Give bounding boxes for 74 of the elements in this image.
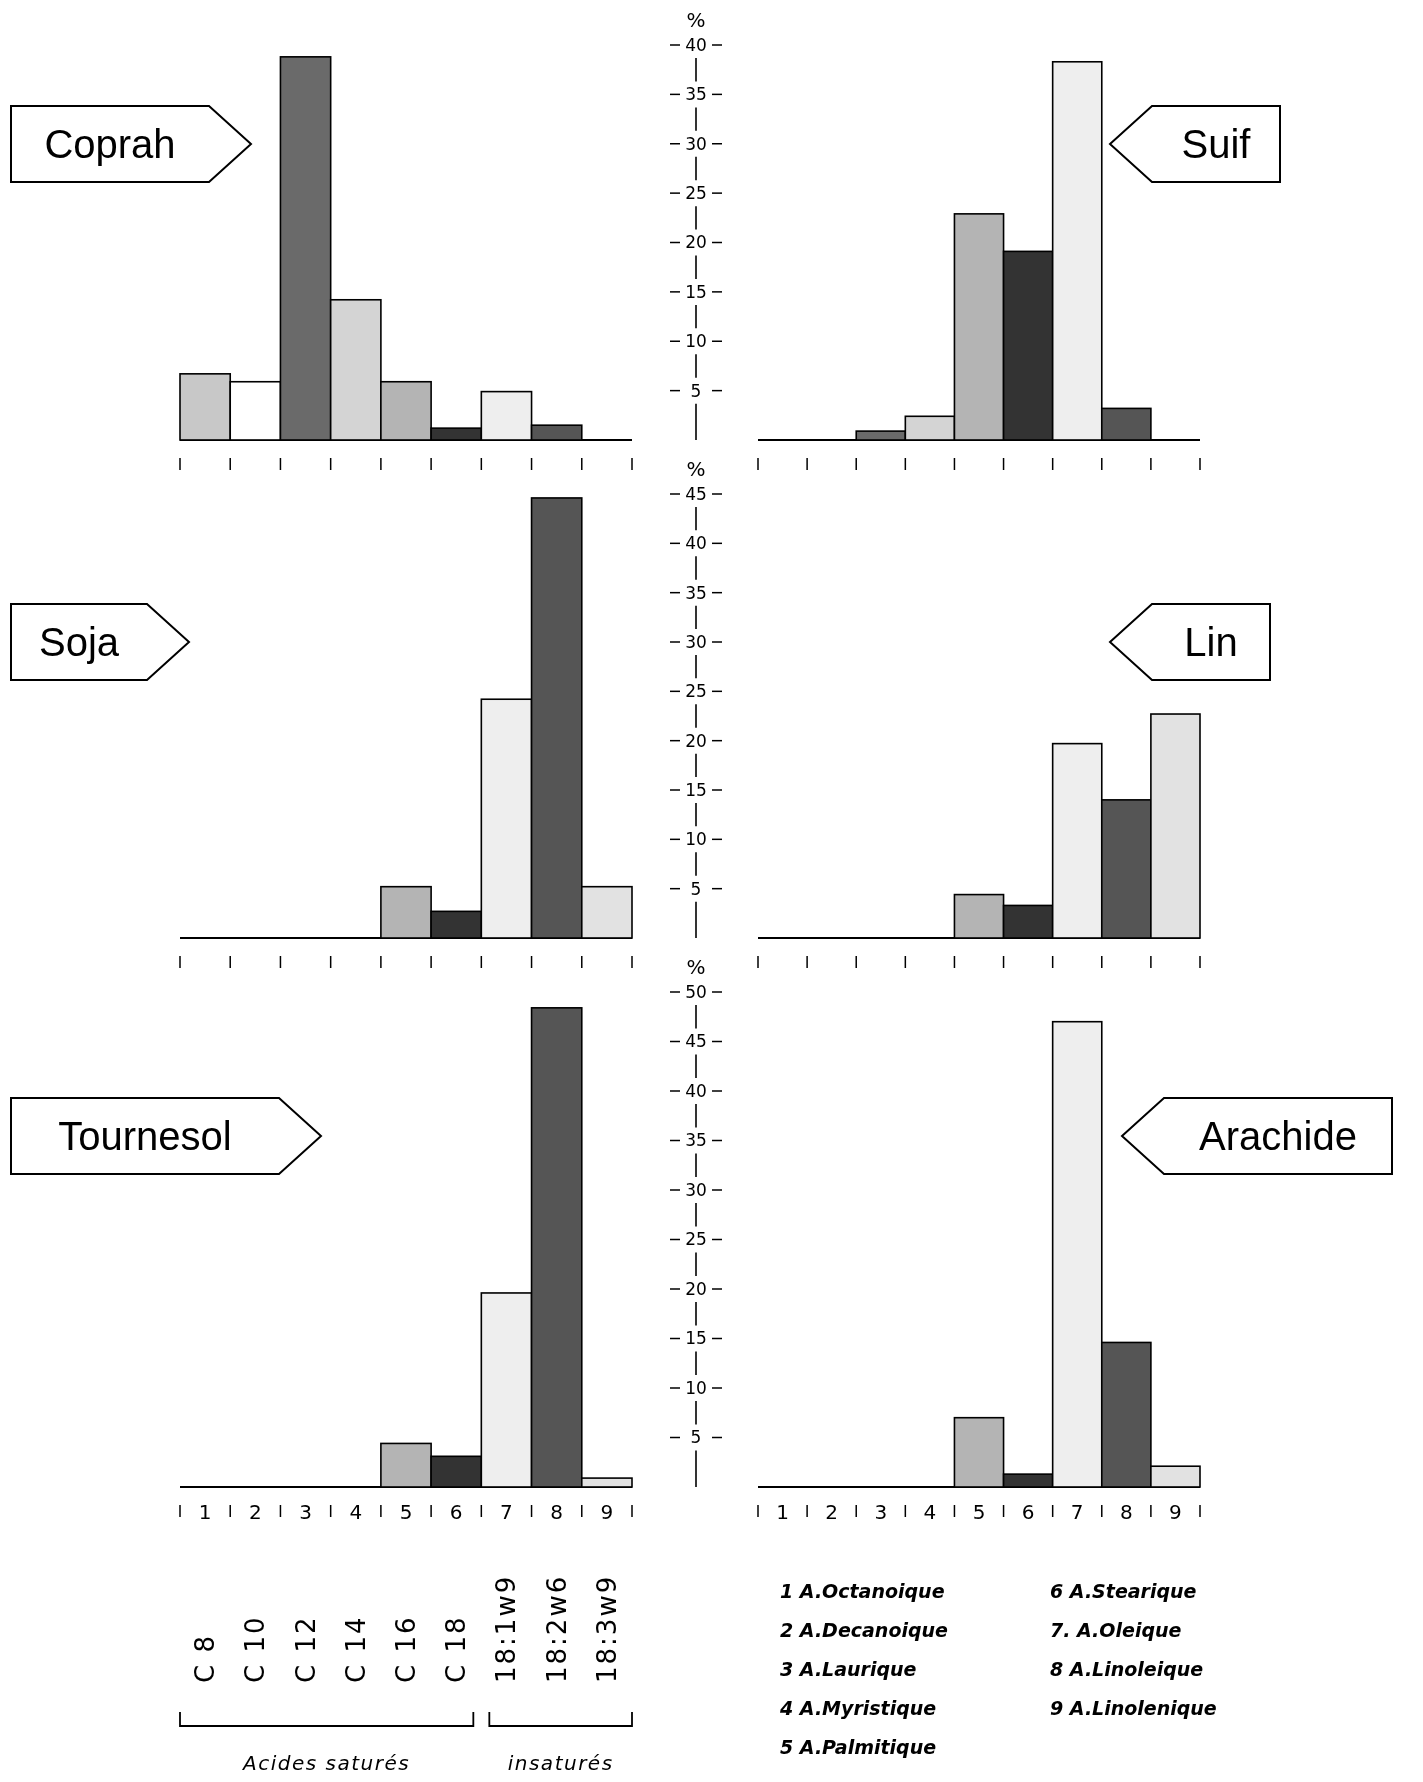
x-tick-label: 8 [550, 1500, 564, 1524]
x-tick-label: 1 [198, 1500, 212, 1524]
y-tick-label: 45 [685, 1031, 707, 1052]
text: C 8 [190, 1634, 221, 1683]
x-tick-label: 7 [500, 1500, 513, 1524]
x-tick-label: 6 [449, 1500, 463, 1524]
y-tick-label: 15 [685, 1328, 707, 1349]
x-tick-label: 8 [1119, 1500, 1133, 1524]
y-tick-label: 30 [685, 631, 707, 652]
x-tick-label: 2 [248, 1500, 262, 1524]
y-axis-title: % [686, 457, 706, 481]
y-tick-label: 20 [685, 232, 707, 253]
y-tick-label: 15 [685, 779, 707, 800]
x-tick-label: 5 [972, 1500, 986, 1524]
x-tick-label: 3 [299, 1500, 312, 1524]
text: Soja [38, 620, 120, 665]
text: Lin [1184, 620, 1238, 665]
text: 18:2w6 [541, 1574, 572, 1683]
y-tick-label: 30 [685, 1179, 707, 1200]
text: 9 A.Linolenique [1050, 1697, 1217, 1719]
y-tick-label: 5 [690, 380, 702, 401]
text: 6 A.Stearique [1050, 1580, 1197, 1602]
text: Suif [1181, 122, 1252, 167]
x-tick-label: 4 [923, 1500, 937, 1524]
y-tick-label: 35 [685, 582, 707, 603]
y-tick-label: 10 [685, 829, 707, 850]
x-tick-label: 3 [874, 1500, 888, 1524]
x-tick-label: 1 [776, 1500, 789, 1524]
text: 18:1w9 [491, 1574, 522, 1683]
text: C 14 [340, 1615, 371, 1683]
text: C 18 [441, 1615, 472, 1683]
y-tick-label: 45 [685, 483, 707, 504]
x-tick-label: 5 [399, 1500, 413, 1524]
text: 4 A.Myristique [779, 1697, 937, 1719]
text: 7. A.Oleique [1050, 1619, 1182, 1641]
text: Arachide [1199, 1114, 1357, 1159]
text: 8 A.Linoleique [1050, 1658, 1204, 1680]
y-tick-label: 5 [690, 878, 702, 899]
y-tick-label: 10 [685, 331, 707, 352]
text: 18:3w9 [591, 1574, 622, 1683]
text: insaturés [507, 1751, 614, 1775]
y-tick-label: 15 [685, 281, 707, 302]
x-tick-label: 2 [825, 1500, 839, 1524]
y-tick-label: 40 [685, 1080, 707, 1101]
x-tick-label: 9 [600, 1500, 614, 1524]
text: C 10 [240, 1615, 271, 1683]
y-tick-label: 5 [690, 1427, 702, 1448]
y-tick-label: 20 [685, 730, 707, 751]
y-axis-title: % [686, 955, 706, 979]
y-tick-label: 25 [685, 681, 707, 702]
y-axis-title: % [686, 8, 706, 32]
text: Coprah [44, 122, 176, 167]
y-tick-label: 35 [685, 1130, 707, 1151]
text: Tournesol [58, 1114, 232, 1159]
y-tick-label: 40 [685, 533, 707, 554]
text: C 16 [391, 1615, 421, 1683]
x-tick-label: 9 [1169, 1500, 1182, 1524]
text: 1 A.Octanoique [780, 1580, 945, 1602]
text: Acides saturés [241, 1751, 411, 1775]
y-tick-label: 20 [685, 1278, 707, 1299]
text: 3 A.Laurique [780, 1658, 917, 1680]
x-tick-label: 6 [1021, 1500, 1035, 1524]
y-tick-label: 10 [685, 1377, 707, 1398]
y-tick-label: 35 [685, 84, 707, 105]
y-tick-label: 50 [685, 981, 707, 1002]
text: 5 A.Palmitique [780, 1736, 937, 1758]
x-tick-label: 4 [349, 1500, 363, 1524]
y-tick-label: 25 [685, 183, 707, 204]
x-tick-label: 7 [1070, 1500, 1084, 1524]
y-tick-label: 25 [685, 1229, 707, 1250]
y-tick-label: 30 [685, 133, 707, 154]
text: C 12 [290, 1615, 321, 1683]
y-tick-label: 40 [685, 34, 707, 55]
text: 2 A.Decanoique [780, 1619, 949, 1641]
